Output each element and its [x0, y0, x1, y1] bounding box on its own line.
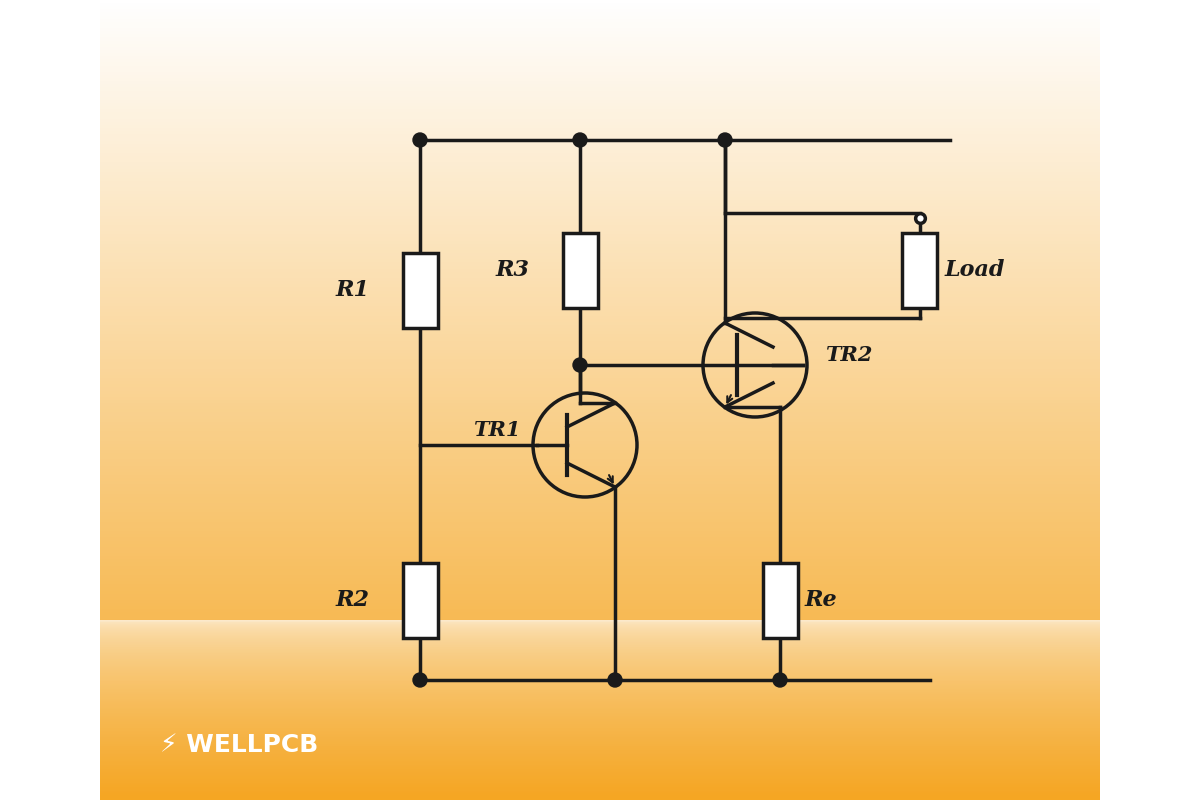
- Text: TR2: TR2: [826, 345, 872, 365]
- FancyBboxPatch shape: [402, 253, 438, 327]
- Circle shape: [574, 358, 587, 372]
- Text: R2: R2: [336, 589, 370, 611]
- Text: R3: R3: [496, 259, 530, 281]
- Text: Re: Re: [805, 589, 838, 611]
- Text: Load: Load: [946, 259, 1006, 281]
- FancyBboxPatch shape: [902, 233, 937, 307]
- FancyArrowPatch shape: [607, 475, 613, 482]
- Circle shape: [718, 133, 732, 147]
- FancyArrowPatch shape: [727, 395, 732, 402]
- Circle shape: [574, 133, 587, 147]
- Text: R1: R1: [336, 279, 370, 301]
- FancyBboxPatch shape: [563, 233, 598, 307]
- Circle shape: [773, 673, 787, 687]
- FancyBboxPatch shape: [402, 562, 438, 638]
- Text: ⚡ WELLPCB: ⚡ WELLPCB: [160, 733, 318, 757]
- Text: TR1: TR1: [473, 420, 520, 440]
- Circle shape: [608, 673, 622, 687]
- FancyBboxPatch shape: [762, 562, 798, 638]
- Circle shape: [413, 133, 427, 147]
- Circle shape: [413, 673, 427, 687]
